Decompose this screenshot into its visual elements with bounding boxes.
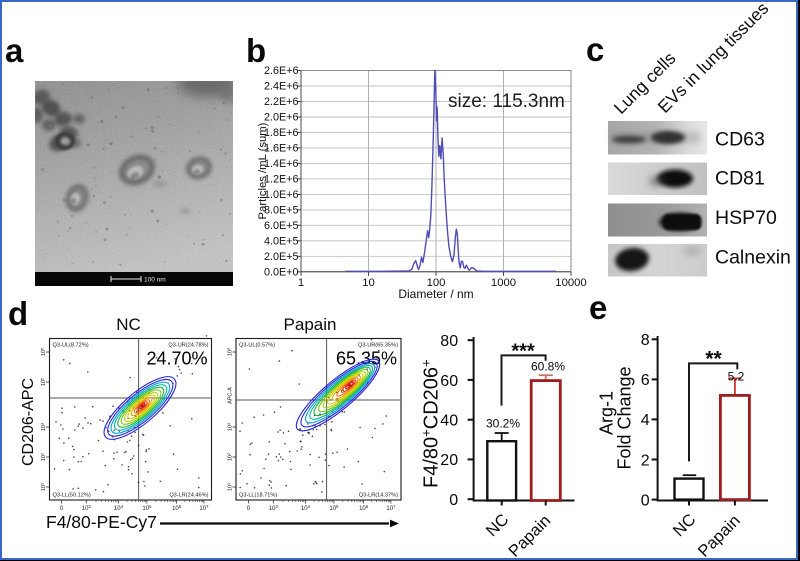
svg-text:***: ***: [511, 341, 535, 363]
svg-text:5.2: 5.2: [728, 370, 745, 384]
svg-text:CD81: CD81: [715, 168, 765, 190]
svg-text:size: 115.3nm: size: 115.3nm: [448, 91, 565, 112]
svg-text:2.0E+6: 2.0E+6: [264, 112, 299, 124]
svg-text:107: 107: [386, 504, 396, 512]
svg-text:40: 40: [440, 413, 458, 430]
svg-text:20: 20: [440, 452, 458, 469]
svg-text:104: 104: [301, 504, 311, 512]
svg-text:Q3-UL(0.57%): Q3-UL(0.57%): [239, 343, 275, 349]
svg-text:10000: 10000: [555, 277, 586, 289]
svg-text:d: d: [8, 295, 28, 332]
svg-text:106: 106: [172, 504, 182, 512]
svg-text:1.8E+6: 1.8E+6: [264, 127, 299, 139]
svg-text:a: a: [5, 32, 24, 69]
svg-text:8: 8: [641, 332, 650, 349]
svg-text:103: 103: [269, 504, 279, 512]
svg-text:2.6E+6: 2.6E+6: [264, 65, 299, 77]
svg-text:Fold Change: Fold Change: [615, 366, 635, 469]
svg-text:1: 1: [298, 277, 304, 289]
svg-text:NC: NC: [116, 315, 141, 334]
svg-text:Calnexin: Calnexin: [715, 247, 791, 269]
svg-text:Q3-LL(18.71%): Q3-LL(18.71%): [239, 493, 277, 499]
svg-text:Q3-UL(8.72%): Q3-UL(8.72%): [53, 343, 89, 349]
svg-text:2.2E+6: 2.2E+6: [264, 96, 299, 108]
svg-text:107: 107: [199, 504, 209, 512]
svg-text:10: 10: [362, 277, 375, 289]
svg-text:Arg-1: Arg-1: [597, 391, 617, 435]
svg-text:103: 103: [82, 504, 92, 512]
svg-text:100 nm: 100 nm: [144, 277, 166, 284]
svg-text:CD63: CD63: [715, 129, 765, 151]
svg-text:102: 102: [226, 452, 234, 461]
svg-text:1.2E+6: 1.2E+6: [264, 174, 299, 186]
svg-text:1.6E+6: 1.6E+6: [264, 143, 299, 155]
svg-text:HSP70: HSP70: [715, 207, 777, 229]
svg-text:101: 101: [226, 482, 234, 491]
svg-text:105: 105: [40, 377, 48, 386]
svg-text:F4/80+CD206+: F4/80+CD206+: [419, 359, 443, 488]
svg-text:Papain: Papain: [284, 315, 337, 334]
svg-text:0: 0: [247, 506, 251, 512]
svg-text:104: 104: [114, 504, 124, 512]
svg-text:30.2%: 30.2%: [486, 417, 520, 431]
svg-text:105: 105: [329, 504, 339, 512]
svg-text:60.8%: 60.8%: [531, 360, 565, 374]
svg-text:APC-A: APC-A: [228, 387, 234, 404]
svg-text:2: 2: [641, 452, 650, 469]
svg-text:106: 106: [40, 347, 48, 356]
svg-text:80: 80: [440, 333, 458, 350]
svg-text:c: c: [586, 31, 604, 68]
svg-text:Q3-LL(50.12%): Q3-LL(50.12%): [53, 493, 91, 499]
svg-text:4.0E+5: 4.0E+5: [264, 235, 299, 247]
svg-text:1.0E+6: 1.0E+6: [264, 189, 299, 201]
svg-text:100: 100: [427, 277, 446, 289]
svg-text:8.0E+5: 8.0E+5: [264, 205, 299, 217]
svg-text:103: 103: [226, 422, 234, 431]
svg-text:0: 0: [60, 506, 64, 512]
svg-text:103: 103: [40, 422, 48, 431]
svg-text:2.0E+5: 2.0E+5: [264, 251, 299, 263]
svg-text:e: e: [589, 289, 607, 326]
svg-text:**: **: [705, 348, 722, 371]
svg-text:1000: 1000: [491, 277, 516, 289]
svg-text:101: 101: [40, 482, 48, 491]
svg-text:0: 0: [449, 492, 458, 509]
svg-text:6: 6: [641, 372, 650, 389]
svg-text:F4/80-PE-Cy7: F4/80-PE-Cy7: [46, 512, 157, 532]
svg-text:b: b: [246, 32, 266, 69]
svg-text:Diameter / nm: Diameter / nm: [398, 287, 473, 301]
svg-text:24.70%: 24.70%: [146, 349, 207, 369]
svg-text:0.0E+0: 0.0E+0: [264, 266, 299, 278]
svg-text:105: 105: [142, 504, 152, 512]
svg-text:0: 0: [641, 492, 650, 509]
svg-text:106: 106: [226, 347, 234, 356]
svg-text:1.4E+6: 1.4E+6: [264, 158, 299, 170]
svg-text:4: 4: [641, 412, 650, 429]
svg-text:Q3-UR(65.35%): Q3-UR(65.35%): [358, 343, 398, 349]
svg-text:Q3-UR(24.78%): Q3-UR(24.78%): [168, 343, 208, 349]
svg-text:106: 106: [359, 504, 369, 512]
svg-text:102: 102: [40, 452, 48, 461]
svg-text:Q3-LR(14.37%): Q3-LR(14.37%): [359, 493, 398, 499]
svg-text:Particles /mL (sum): Particles /mL (sum): [257, 122, 269, 219]
svg-text:2.4E+6: 2.4E+6: [264, 81, 299, 93]
svg-text:Q3-LR(24.46%): Q3-LR(24.46%): [169, 493, 208, 499]
svg-text:6.0E+5: 6.0E+5: [264, 220, 299, 232]
svg-text:60: 60: [440, 373, 458, 390]
svg-text:CD206-APC: CD206-APC: [20, 378, 37, 466]
svg-text:65.35%: 65.35%: [336, 349, 397, 369]
